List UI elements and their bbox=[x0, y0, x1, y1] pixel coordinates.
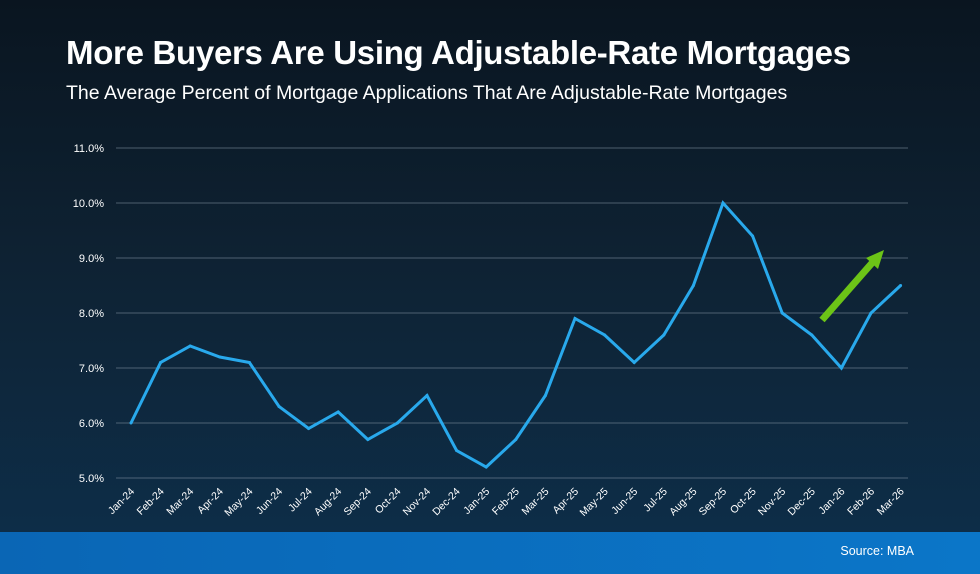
x-tick-label: Jan-25 bbox=[461, 486, 492, 517]
data-point bbox=[455, 449, 459, 452]
y-tick-label: 9.0% bbox=[79, 253, 104, 265]
series bbox=[129, 200, 903, 469]
x-tick-label: Jul-24 bbox=[286, 486, 315, 515]
data-point bbox=[336, 410, 340, 414]
y-axis-ticks: 5.0% 6.0% 7.0% 8.0% 9.0% 10.0% 11.0% bbox=[73, 143, 104, 485]
x-tick-label: Apr-25 bbox=[550, 486, 581, 517]
source-label: Source: MBA bbox=[840, 544, 914, 558]
trend-arrow-head bbox=[866, 250, 884, 269]
data-point bbox=[899, 284, 903, 287]
data-point bbox=[839, 366, 843, 370]
data-point bbox=[573, 317, 577, 320]
x-tick-label: Aug-25 bbox=[667, 486, 700, 519]
x-tick-label: Feb-26 bbox=[845, 486, 877, 518]
x-tick-label: May-24 bbox=[222, 486, 255, 519]
x-tick-label: Sep-25 bbox=[697, 486, 730, 519]
data-point bbox=[543, 394, 547, 397]
x-tick-label: Oct-25 bbox=[728, 486, 759, 517]
x-tick-label: May-25 bbox=[577, 486, 610, 519]
data-point bbox=[366, 438, 370, 441]
data-point bbox=[662, 333, 666, 337]
data-point bbox=[810, 333, 814, 337]
gridlines bbox=[116, 147, 908, 479]
x-tick-label: Mar-24 bbox=[164, 486, 196, 518]
x-tick-label: Mar-25 bbox=[520, 486, 552, 518]
data-point bbox=[721, 201, 725, 205]
y-tick-label: 5.0% bbox=[79, 473, 104, 485]
data-point bbox=[514, 438, 518, 441]
data-point bbox=[307, 427, 311, 430]
x-tick-label: Jan-26 bbox=[816, 486, 847, 517]
x-tick-label: Sep-24 bbox=[341, 486, 374, 519]
x-tick-label: Mar-26 bbox=[875, 486, 907, 518]
series-line bbox=[129, 200, 902, 469]
data-point bbox=[869, 311, 873, 315]
x-tick-label: Dec-25 bbox=[785, 486, 818, 519]
chart-subtitle: The Average Percent of Mortgage Applicat… bbox=[66, 82, 788, 104]
trend-arrow-shaft bbox=[819, 260, 875, 323]
footer-bar: Source: MBA bbox=[0, 532, 980, 574]
data-point bbox=[188, 344, 192, 348]
x-tick-label: Feb-25 bbox=[490, 486, 522, 518]
data-point bbox=[603, 333, 607, 337]
x-tick-label: Apr-24 bbox=[195, 486, 226, 517]
x-tick-label: Nov-24 bbox=[401, 486, 434, 519]
x-tick-label: Jun-25 bbox=[609, 486, 640, 517]
data-point bbox=[159, 361, 163, 364]
data-point bbox=[425, 394, 429, 397]
y-tick-label: 8.0% bbox=[79, 308, 104, 320]
data-point bbox=[780, 311, 784, 315]
x-tick-label: Jun-24 bbox=[254, 486, 285, 517]
data-point bbox=[484, 465, 488, 469]
data-point bbox=[632, 361, 636, 364]
x-tick-label: Jan-24 bbox=[106, 486, 137, 517]
data-point bbox=[218, 355, 222, 359]
x-tick-label: Aug-24 bbox=[312, 486, 345, 519]
x-tick-label: Oct-24 bbox=[373, 486, 404, 517]
annotations bbox=[819, 250, 884, 323]
y-tick-label: 7.0% bbox=[79, 363, 104, 375]
x-tick-label: Feb-24 bbox=[135, 486, 167, 518]
x-tick-label: Nov-25 bbox=[756, 486, 789, 519]
y-tick-label: 10.0% bbox=[73, 198, 104, 210]
data-point bbox=[691, 284, 695, 287]
data-point bbox=[247, 361, 251, 364]
data-point bbox=[277, 405, 281, 408]
data-point bbox=[751, 234, 755, 238]
x-tick-label: Jul-25 bbox=[641, 486, 670, 515]
x-tick-label: Dec-24 bbox=[430, 486, 463, 519]
y-tick-label: 6.0% bbox=[79, 418, 104, 430]
chart-title: More Buyers Are Using Adjustable-Rate Mo… bbox=[66, 34, 851, 71]
data-point bbox=[395, 421, 399, 425]
y-tick-label: 11.0% bbox=[74, 143, 105, 155]
data-point bbox=[129, 421, 133, 425]
